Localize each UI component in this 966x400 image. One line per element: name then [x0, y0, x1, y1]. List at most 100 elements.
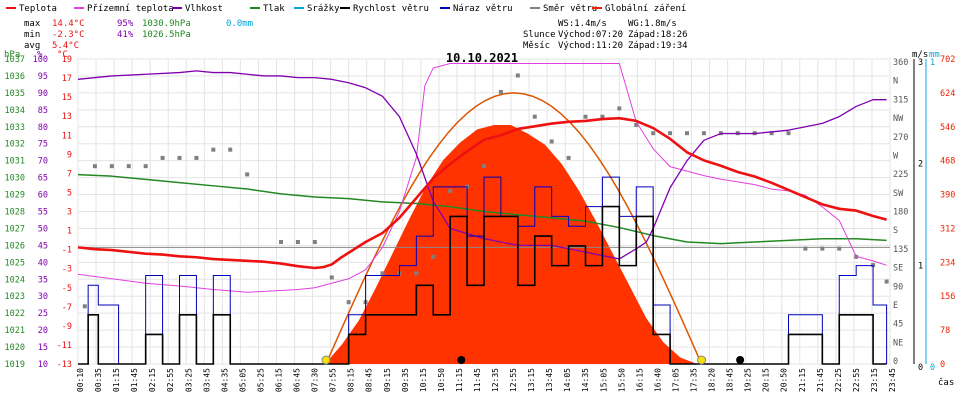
hpa-tick-label: 1021: [5, 326, 25, 336]
pct-tick-label: 95: [38, 72, 48, 82]
c-tick-label: 9: [67, 150, 72, 160]
legend-label: Teplota: [19, 4, 57, 14]
pct-tick-label: 20: [38, 326, 48, 336]
hpa-tick-label: 1020: [5, 343, 25, 353]
wm2-tick-label: 390: [940, 191, 955, 201]
wg-value: WG:1.8m/s: [628, 19, 677, 29]
time-tick-label: 12:35: [491, 368, 500, 392]
wm2-tick-label: 156: [940, 292, 955, 302]
c-tick-label: 3: [67, 208, 72, 218]
wind-direction-point: [380, 271, 385, 276]
time-tick-label: 13:45: [545, 368, 554, 392]
c-tick-label: -13: [57, 360, 72, 370]
wm2-tick-label: 702: [940, 55, 955, 65]
wind-direction-point: [871, 263, 876, 268]
c-tick-label: 11: [62, 131, 72, 141]
wind-direction-point: [566, 155, 571, 160]
mm-tick-label: 1: [930, 58, 935, 68]
time-tick-label: 04:35: [220, 368, 229, 392]
time-tick-label: 06:15: [274, 368, 283, 392]
wind-direction-point: [92, 164, 97, 169]
wind-direction-point: [82, 304, 87, 309]
wm2-tick-label: 468: [940, 157, 955, 167]
time-tick-label: 10:50: [437, 368, 446, 392]
wind-direction-point: [482, 164, 486, 169]
wind-direction-point: [211, 147, 216, 152]
wind-direction-point: [837, 246, 842, 251]
ms-tick-label: 2: [918, 160, 923, 170]
time-tick-label: 09:15: [383, 368, 392, 392]
wind-direction-point: [431, 254, 436, 259]
time-tick-label: 12:55: [509, 368, 518, 392]
wind-direction-point: [160, 155, 165, 160]
c-tick-label: 15: [62, 93, 72, 103]
stat-max-pres: 1030.9hPa: [142, 19, 191, 29]
time-tick-label: 16:40: [653, 368, 662, 392]
hpa-tick-label: 1034: [5, 106, 25, 116]
time-tick-label: 00:10: [76, 368, 85, 392]
c-tick-label: -1: [62, 246, 72, 256]
wind-direction-point: [177, 155, 182, 160]
stat-min-label: min: [24, 30, 40, 40]
unit-hpa: hPa: [4, 50, 20, 60]
pct-tick-label: 15: [38, 343, 48, 353]
time-tick-label: 02:15: [148, 368, 157, 392]
time-tick-label: 01:45: [130, 368, 139, 392]
sunrise-marker: [321, 355, 331, 365]
c-tick-label: -5: [62, 284, 72, 294]
stat-avg-label: avg: [24, 41, 40, 51]
c-tick-label: 13: [62, 112, 72, 122]
ground-temp-line: [77, 62, 887, 293]
pct-tick-label: 40: [38, 258, 48, 268]
stat-max-temp: 14.4°C: [52, 19, 85, 29]
plot-area: [77, 58, 891, 365]
hpa-tick-label: 1035: [5, 89, 25, 99]
time-tick-label: 18:20: [708, 368, 717, 392]
direction-tick-label: W: [893, 151, 899, 161]
time-tick-label: 11:45: [473, 368, 482, 392]
c-tick-label: 17: [62, 74, 72, 84]
pct-tick-label: 85: [38, 106, 48, 116]
legend-label: Přízemní teplota: [87, 4, 174, 14]
ws-value: WS:1.4m/s: [558, 19, 607, 29]
wind-direction-point: [803, 246, 808, 251]
wind-direction-point: [312, 240, 317, 244]
stat-avg-temp: 5.4°C: [52, 41, 79, 51]
time-tick-label: 17:05: [671, 368, 680, 392]
unit-c: °C: [57, 50, 68, 60]
c-tick-label: 5: [67, 188, 72, 198]
wind-direction-point: [668, 131, 673, 136]
c-tick-label: -7: [62, 303, 72, 313]
stat-max-rain: 0.0mm: [226, 19, 253, 29]
wind-direction-point: [346, 300, 351, 305]
direction-tick-label: 45: [893, 320, 903, 330]
direction-tick-label: 0: [893, 357, 898, 367]
time-tick-label: 20:15: [762, 368, 771, 392]
hpa-tick-label: 1026: [5, 241, 25, 251]
wind-direction-point: [295, 240, 300, 244]
hpa-tick-label: 1027: [5, 224, 25, 234]
hpa-tick-label: 1033: [5, 123, 25, 133]
stats-block: max 14.4°C 95% 1030.9hPa 0.0mm min -2.3°…: [24, 19, 253, 51]
wind-direction-point: [448, 188, 453, 193]
time-tick-label: 05:25: [256, 368, 265, 392]
pct-tick-label: 100: [33, 55, 48, 65]
stat-max-label: max: [24, 19, 41, 29]
c-tick-label: -3: [62, 265, 72, 275]
direction-tick-label: 180: [893, 208, 908, 218]
moon-set: Západ:19:34: [628, 41, 688, 51]
hpa-tick-label: 1031: [5, 157, 25, 167]
direction-tick-label: 225: [893, 170, 908, 180]
hpa-tick-label: 1019: [5, 360, 25, 370]
pct-tick-label: 75: [38, 140, 48, 150]
axes: 1037103610351034103310321031103010291028…: [5, 55, 956, 392]
moonset-marker: [736, 356, 745, 364]
time-tick-label: 23:15: [870, 368, 879, 392]
time-tick-label: 18:45: [726, 368, 735, 392]
wind-direction-point: [498, 89, 503, 94]
moon-rise: Východ:11:20: [558, 41, 623, 51]
direction-tick-label: SE: [893, 264, 903, 274]
pct-tick-label: 80: [38, 123, 48, 133]
hpa-tick-label: 1022: [5, 309, 25, 319]
